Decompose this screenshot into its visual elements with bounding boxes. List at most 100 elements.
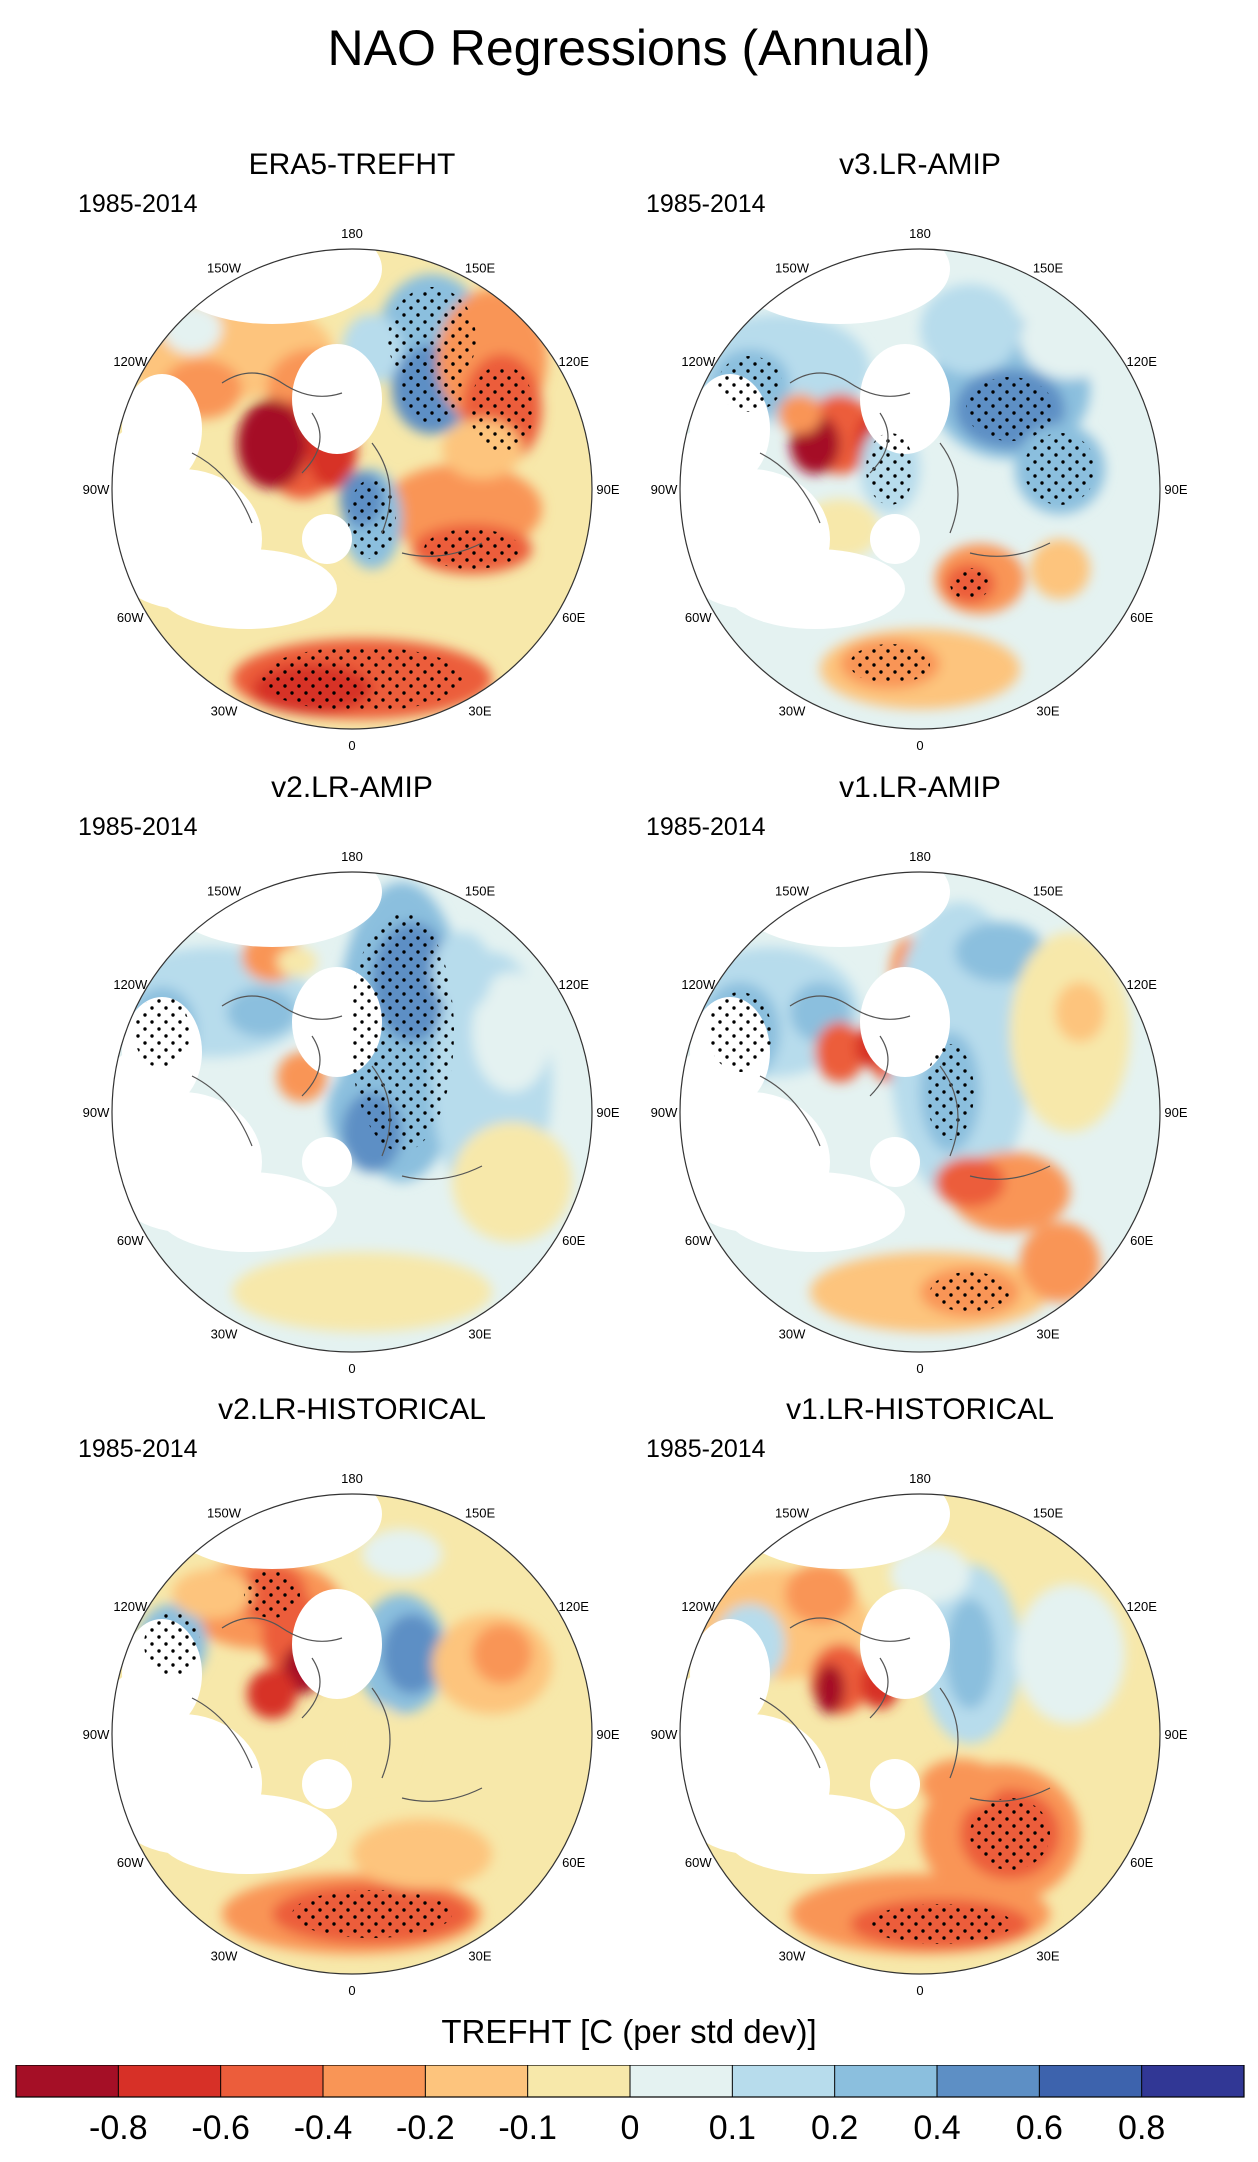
colorbar-segment	[425, 2065, 528, 2097]
colorbar-tick-label: -0.6	[191, 2109, 250, 2147]
colorbar-tick-label: -0.2	[396, 2109, 455, 2147]
longitude-label: 30E	[468, 1949, 491, 1964]
longitude-label: 90E	[1164, 482, 1187, 497]
longitude-label: 90W	[651, 1727, 678, 1742]
longitude-label: 120W	[681, 977, 716, 992]
longitude-label: 120E	[1127, 354, 1158, 369]
longitude-label: 60W	[117, 1855, 144, 1870]
colorbar-segment	[16, 2065, 119, 2097]
longitude-label: 120E	[1127, 1599, 1158, 1614]
colorbar-tick-label: 0.2	[811, 2109, 858, 2147]
significance-stipple	[868, 1904, 1012, 1944]
panel-title: v3.LR-AMIP	[839, 148, 1001, 181]
longitude-label: 150W	[775, 883, 810, 898]
longitude-label: 120E	[559, 1599, 590, 1614]
significance-stipple	[850, 644, 930, 684]
longitude-label: 120W	[113, 977, 148, 992]
longitude-label: 150E	[1033, 883, 1064, 898]
panel-period: 1985-2014	[78, 190, 198, 218]
longitude-label: 90E	[1164, 1727, 1187, 1742]
temperature-field	[112, 249, 592, 729]
colorbar-segment	[323, 2065, 426, 2097]
longitude-label: 30E	[1036, 1949, 1059, 1964]
longitude-label: 90E	[1164, 1105, 1187, 1120]
longitude-label: 0	[348, 738, 355, 753]
longitude-label: 90E	[596, 1105, 619, 1120]
longitude-label: 120W	[113, 354, 148, 369]
longitude-label: 180	[341, 1471, 363, 1486]
panel-title: v2.LR-AMIP	[271, 771, 433, 804]
colorbar-segment	[1039, 2065, 1142, 2097]
polar-map: 180 150E 120E 90E 60E 30E 0 30W 60W 90W 120W 150W	[83, 226, 620, 753]
significance-stipple	[244, 1570, 300, 1618]
longitude-label: 30W	[779, 704, 806, 719]
longitude-label: 120W	[681, 1599, 716, 1614]
longitude-label: 60W	[117, 610, 144, 625]
significance-stipple	[930, 1272, 1010, 1312]
colorbar-segment	[1141, 2065, 1244, 2097]
longitude-label: 150E	[1033, 260, 1064, 275]
panel-title: v1.LR-HISTORICAL	[786, 1393, 1054, 1426]
colorbar-tick-label: 0.8	[1118, 2109, 1165, 2147]
longitude-label: 30W	[211, 704, 238, 719]
colorbar-segment	[834, 2065, 937, 2097]
colorbar-segment	[527, 2065, 630, 2097]
significance-stipple	[258, 647, 466, 711]
longitude-label: 60E	[1130, 610, 1153, 625]
colorbar: -0.8 -0.6 -0.4 -0.2 -0.1 0 0.1 0.2 0.4 0.6 0.8	[15, 2065, 1245, 2147]
panel-title: v2.LR-HISTORICAL	[218, 1393, 486, 1426]
longitude-label: 150W	[775, 260, 810, 275]
longitude-label: 60W	[117, 1233, 144, 1248]
map-panel: v2.LR-AMIP 1985-2014 180 150E 120E 90E 60E 30E 0…	[72, 768, 632, 1376]
longitude-label: 0	[348, 1983, 355, 1998]
longitude-label: 90E	[596, 1727, 619, 1742]
significance-stipple	[144, 1612, 200, 1676]
longitude-label: 90W	[83, 1727, 110, 1742]
colorbar-segment	[118, 2065, 221, 2097]
colorbar-segment	[732, 2065, 835, 2097]
significance-stipple	[708, 992, 772, 1072]
longitude-label: 60W	[685, 1233, 712, 1248]
longitude-label: 150E	[465, 1505, 496, 1520]
longitude-label: 120E	[559, 354, 590, 369]
colorbar-tick-label: 0.4	[913, 2109, 960, 2147]
map-panel: ERA5-TREFHT 1985-2014 180 150E 120E 90E 60E 30E…	[72, 145, 632, 753]
colorbar-tick-label: -0.1	[498, 2109, 557, 2147]
polar-map: 180 150E 120E 90E 60E 30E 0 30W 60W 90W 120W 150W	[83, 1471, 620, 1998]
panel-title: v1.LR-AMIP	[839, 771, 1001, 804]
significance-stipple	[970, 1798, 1050, 1870]
panel-period: 1985-2014	[646, 190, 766, 218]
map-panel: v1.LR-HISTORICAL 1985-2014 180 150E 120E 90E 6…	[640, 1390, 1200, 1998]
longitude-label: 0	[916, 738, 923, 753]
map-panel: v2.LR-HISTORICAL 1985-2014 180 150E 120E 90E 6…	[72, 1390, 632, 1998]
polar-map: 180 150E 120E 90E 60E 30E 0 30W 60W 90W 120W 150W	[651, 1471, 1188, 1998]
colorbar-tick-label: 0	[621, 2109, 640, 2147]
longitude-label: 30W	[211, 1327, 238, 1342]
significance-stipple	[348, 479, 396, 559]
longitude-label: 120E	[1127, 977, 1158, 992]
coastline	[759, 1617, 1051, 1802]
significance-stipple	[718, 356, 782, 412]
coastline	[759, 995, 1051, 1180]
map-boundary	[679, 248, 1161, 730]
panel-period: 1985-2014	[78, 813, 198, 841]
significance-stipple	[350, 912, 454, 1152]
colorbar-title: TREFHT [C (per std dev)]	[441, 2013, 817, 2050]
longitude-label: 60E	[1130, 1855, 1153, 1870]
significance-stipple	[470, 365, 534, 453]
temperature-field	[112, 1494, 592, 1974]
panel-title: ERA5-TREFHT	[248, 148, 456, 181]
temperature-field	[680, 249, 1160, 729]
longitude-label: 90W	[651, 482, 678, 497]
longitude-label: 90W	[83, 1105, 110, 1120]
longitude-label: 120E	[559, 977, 590, 992]
significance-stipple	[292, 1890, 452, 1938]
longitude-label: 90W	[651, 1105, 678, 1120]
colorbar-tick-label: -0.4	[294, 2109, 353, 2147]
significance-stipple	[1024, 433, 1096, 505]
longitude-label: 150E	[465, 260, 496, 275]
colorbar-tick-label: 0.1	[709, 2109, 756, 2147]
longitude-label: 60W	[685, 610, 712, 625]
temperature-field	[112, 872, 592, 1352]
map-boundary	[111, 871, 593, 1353]
